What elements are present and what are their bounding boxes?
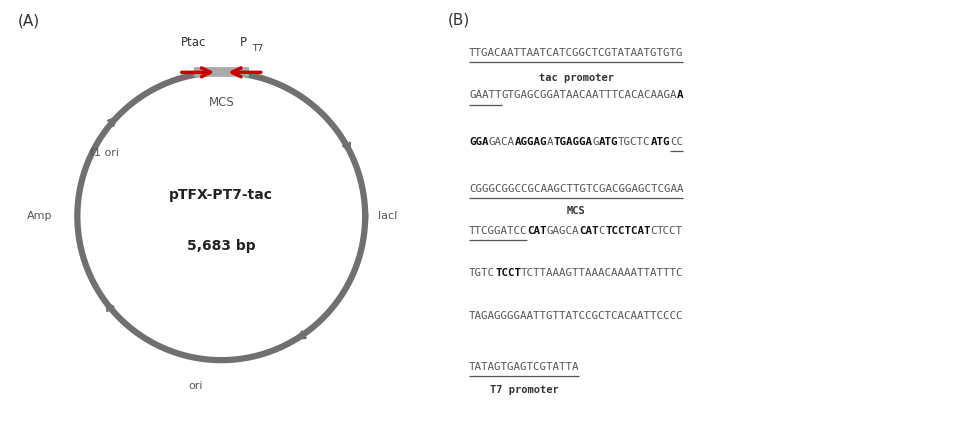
Text: CC: CC bbox=[669, 137, 682, 147]
Text: ATG: ATG bbox=[650, 137, 669, 147]
Text: f1 ori: f1 ori bbox=[90, 148, 119, 158]
Text: TAGAGGGGAATTGTTATCCGCTCACAATTCCCC: TAGAGGGGAATTGTTATCCGCTCACAATTCCCC bbox=[469, 311, 683, 321]
Text: pTFX-PT7-tac: pTFX-PT7-tac bbox=[169, 188, 273, 202]
Text: (B): (B) bbox=[448, 13, 470, 28]
Text: lacI: lacI bbox=[378, 211, 397, 221]
Text: GACA: GACA bbox=[488, 137, 514, 147]
Text: AGGAG: AGGAG bbox=[514, 137, 547, 147]
Text: GAGCA: GAGCA bbox=[546, 226, 579, 236]
Text: CAT: CAT bbox=[527, 226, 547, 236]
Text: CGGGCGGCCGCAAGCTTGTCGACGGAGCTCGAA: CGGGCGGCCGCAAGCTTGTCGACGGAGCTCGAA bbox=[469, 184, 683, 194]
Text: TGAGGA: TGAGGA bbox=[553, 137, 592, 147]
Text: T7 promoter: T7 promoter bbox=[489, 385, 558, 395]
Text: P: P bbox=[240, 36, 247, 49]
Text: GTGAGCGGATAACAATTTCACACAAGA: GTGAGCGGATAACAATTTCACACAAGA bbox=[501, 90, 677, 100]
Text: C: C bbox=[598, 226, 604, 236]
Text: GGA: GGA bbox=[469, 137, 488, 147]
Text: TTCGGATCC: TTCGGATCC bbox=[469, 226, 528, 236]
Text: tac promoter: tac promoter bbox=[538, 73, 613, 83]
Text: Amp: Amp bbox=[27, 211, 52, 221]
Text: TCCTCAT: TCCTCAT bbox=[604, 226, 650, 236]
Text: TCTTAAAGTTAAACAAAATTATTTC: TCTTAAAGTTAAACAAAATTATTTC bbox=[521, 268, 682, 279]
Text: Ptac: Ptac bbox=[181, 36, 207, 49]
Text: 5,683 bp: 5,683 bp bbox=[186, 239, 256, 253]
Text: GAATT: GAATT bbox=[469, 90, 501, 100]
Text: TCCT: TCCT bbox=[656, 226, 682, 236]
Text: (A): (A) bbox=[18, 13, 40, 28]
Text: TTGACAATTAATCATCGGCTCGTATAATGTGTG: TTGACAATTAATCATCGGCTCGTATAATGTGTG bbox=[469, 48, 683, 58]
Text: MCS: MCS bbox=[566, 206, 585, 216]
Text: TGCTC: TGCTC bbox=[618, 137, 650, 147]
Text: ori: ori bbox=[188, 381, 203, 391]
Text: T7: T7 bbox=[252, 44, 263, 53]
Text: A: A bbox=[676, 90, 682, 100]
Text: TATAGTGAGTCGTATTA: TATAGTGAGTCGTATTA bbox=[469, 362, 579, 372]
Text: ATG: ATG bbox=[598, 137, 618, 147]
Text: TCCT: TCCT bbox=[495, 268, 521, 279]
Text: MCS: MCS bbox=[209, 95, 234, 109]
Text: CAT: CAT bbox=[579, 226, 598, 236]
Text: A: A bbox=[546, 137, 553, 147]
Text: TGTC: TGTC bbox=[469, 268, 495, 279]
Text: C: C bbox=[650, 226, 656, 236]
Text: G: G bbox=[592, 137, 598, 147]
